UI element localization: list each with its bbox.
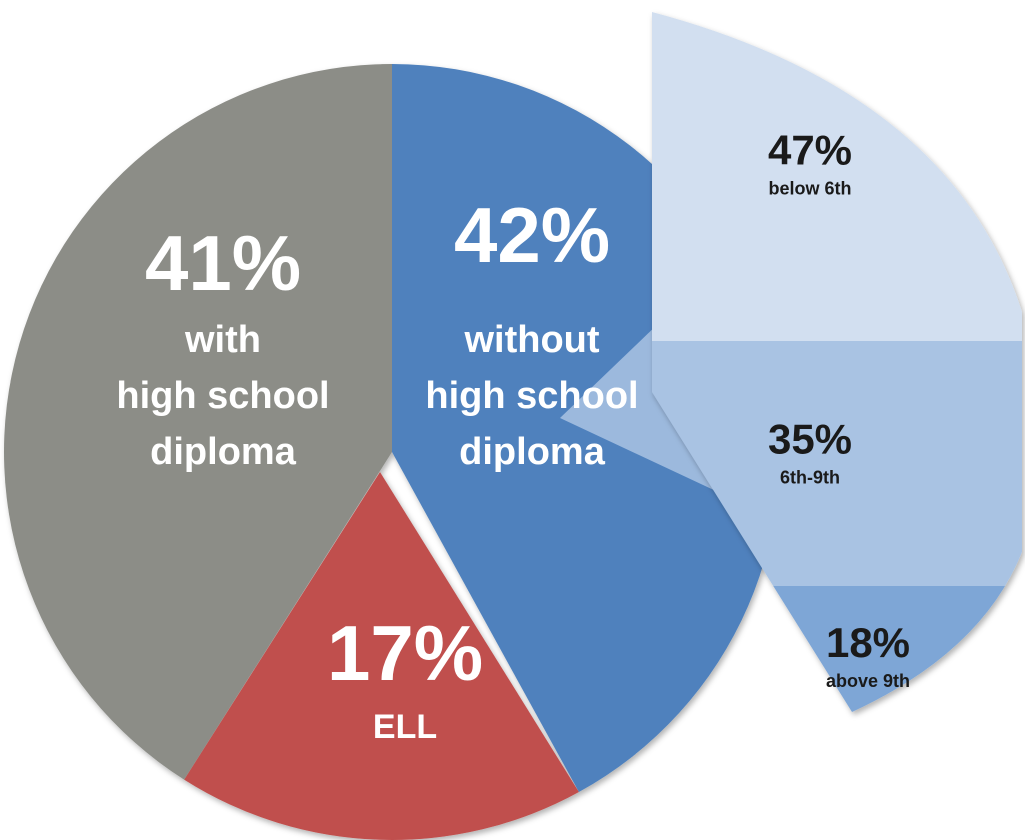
breakdown-value-label-above-9th: 18% xyxy=(826,619,910,666)
slice-text-label-with-high-school-diploma-2: high school xyxy=(116,375,329,417)
slice-text-label-with-high-school-diploma-3: diploma xyxy=(150,431,297,473)
slice-text-label-with-high-school-diploma-1: with xyxy=(184,319,261,361)
slice-value-label-without-high-school-diploma: 42% xyxy=(454,191,610,279)
breakdown-connector xyxy=(560,320,718,492)
pie-slice-with-high-school-diploma xyxy=(3,64,392,780)
breakdown-value-label-6th-9th: 35% xyxy=(768,416,852,463)
slice-text-label-without-high-school-diploma-1: without xyxy=(463,319,599,361)
slice-value-label-with-high-school-diploma: 41% xyxy=(145,219,301,307)
breakdown-text-label-above-9th: above 9th xyxy=(826,671,910,691)
breakdown-value-label-below-6th: 47% xyxy=(768,127,852,174)
slice-text-label-ell-1: ELL xyxy=(373,708,437,746)
breakdown-text-label-6th-9th: 6th-9th xyxy=(780,468,840,488)
pie-slice-ell xyxy=(184,472,579,840)
breakdown-text-label-below-6th: below 6th xyxy=(768,179,851,199)
slice-text-label-without-high-school-diploma-3: diploma xyxy=(459,431,606,473)
slice-text-label-without-high-school-diploma-2: high school xyxy=(425,375,638,417)
slice-value-label-ell: 17% xyxy=(327,609,483,697)
breakdown-segment-below-6th xyxy=(652,12,1022,341)
